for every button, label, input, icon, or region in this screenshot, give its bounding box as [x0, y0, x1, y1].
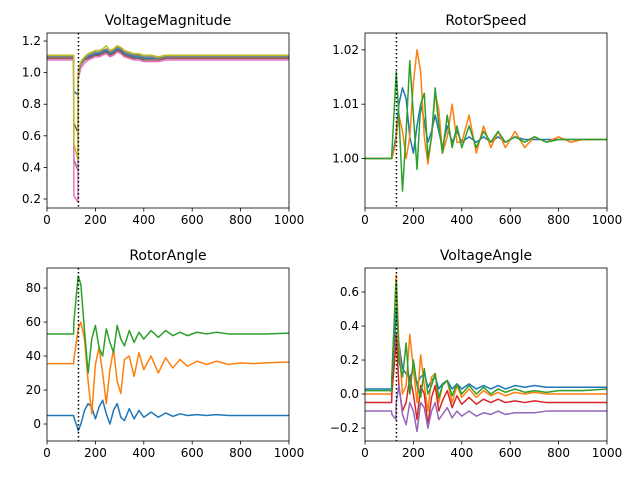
- x-tick-label: 400: [132, 446, 155, 460]
- series-line: [365, 384, 607, 433]
- subplot-title: RotorSpeed: [445, 13, 526, 29]
- x-tick-label: 1000: [274, 446, 305, 460]
- x-tick-label: 1000: [592, 446, 623, 460]
- y-tick-label: 0.8: [22, 97, 41, 111]
- x-tick-label: 800: [547, 213, 570, 227]
- y-tick-label: 0.4: [22, 160, 41, 174]
- series-line: [47, 321, 289, 415]
- x-tick-label: 200: [402, 446, 425, 460]
- x-tick-label: 200: [84, 446, 107, 460]
- x-tick-label: 200: [402, 213, 425, 227]
- x-tick-label: 0: [43, 446, 51, 460]
- y-tick-label: −0.2: [330, 421, 359, 435]
- subplot-title: RotorAngle: [129, 248, 206, 264]
- y-tick-label: 1.01: [332, 97, 359, 111]
- series-line: [47, 49, 289, 134]
- y-tick-label: 0.6: [22, 129, 41, 143]
- subplot-title: VoltageAngle: [440, 248, 532, 264]
- series-line: [365, 49, 607, 165]
- x-tick-label: 1000: [592, 213, 623, 227]
- axes-frame: [46, 32, 290, 209]
- axes-frame: [364, 267, 608, 442]
- axes-frame: [46, 267, 290, 442]
- x-tick-label: 0: [361, 213, 369, 227]
- x-tick-label: 800: [229, 213, 252, 227]
- y-tick-label: 0.4: [340, 319, 359, 333]
- y-tick-label: 0.0: [340, 387, 359, 401]
- x-tick-label: 600: [181, 213, 204, 227]
- y-tick-label: 0.6: [340, 285, 359, 299]
- x-tick-label: 200: [84, 213, 107, 227]
- subplot: VoltageMagnitude 0 200 400 600 800 1000 0.2 0.4 0…: [22, 13, 304, 227]
- y-tick-label: 0.2: [340, 353, 359, 367]
- x-tick-label: 1000: [274, 213, 305, 227]
- series-line: [365, 281, 607, 399]
- series-line: [47, 45, 289, 161]
- series-line: [47, 46, 289, 172]
- y-tick-label: 1.2: [22, 34, 41, 48]
- y-tick-label: 1.00: [332, 152, 359, 166]
- y-tick-label: 40: [26, 349, 41, 363]
- series-line: [365, 59, 607, 192]
- x-tick-label: 0: [43, 213, 51, 227]
- x-tick-label: 600: [499, 446, 522, 460]
- series-line: [47, 51, 289, 203]
- x-tick-label: 600: [499, 213, 522, 227]
- axes-frame: [364, 32, 608, 209]
- series-line: [47, 399, 289, 432]
- x-tick-label: 400: [450, 213, 473, 227]
- subplot: RotorAngle 0 200 400 600 800 1000 0 20 40 60 80: [26, 248, 305, 460]
- x-tick-label: 0: [361, 446, 369, 460]
- y-tick-label: 0.2: [22, 192, 41, 206]
- y-tick-label: 60: [26, 315, 41, 329]
- x-tick-label: 400: [450, 446, 473, 460]
- x-tick-label: 600: [181, 446, 204, 460]
- y-tick-label: 1.0: [22, 66, 41, 80]
- y-tick-label: 0: [33, 417, 41, 431]
- y-tick-label: 80: [26, 281, 41, 295]
- x-tick-label: 800: [229, 446, 252, 460]
- x-tick-label: 800: [547, 446, 570, 460]
- y-tick-label: 1.02: [332, 43, 359, 57]
- subplot: VoltageAngle 0 200 400 600 800 1000 −0.2 0.0 0.2 0…: [330, 248, 622, 460]
- subplot-title: VoltageMagnitude: [105, 13, 232, 29]
- y-tick-label: 20: [26, 383, 41, 397]
- series-line: [47, 275, 289, 374]
- subplot: RotorSpeed 0 200 400 600 800 1000 1.00 1.01 1.02: [332, 13, 622, 227]
- x-tick-label: 400: [132, 213, 155, 227]
